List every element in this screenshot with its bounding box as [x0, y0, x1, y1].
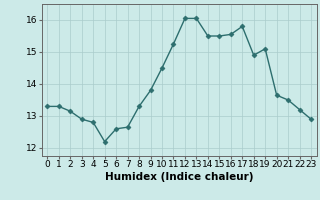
- X-axis label: Humidex (Indice chaleur): Humidex (Indice chaleur): [105, 172, 253, 182]
